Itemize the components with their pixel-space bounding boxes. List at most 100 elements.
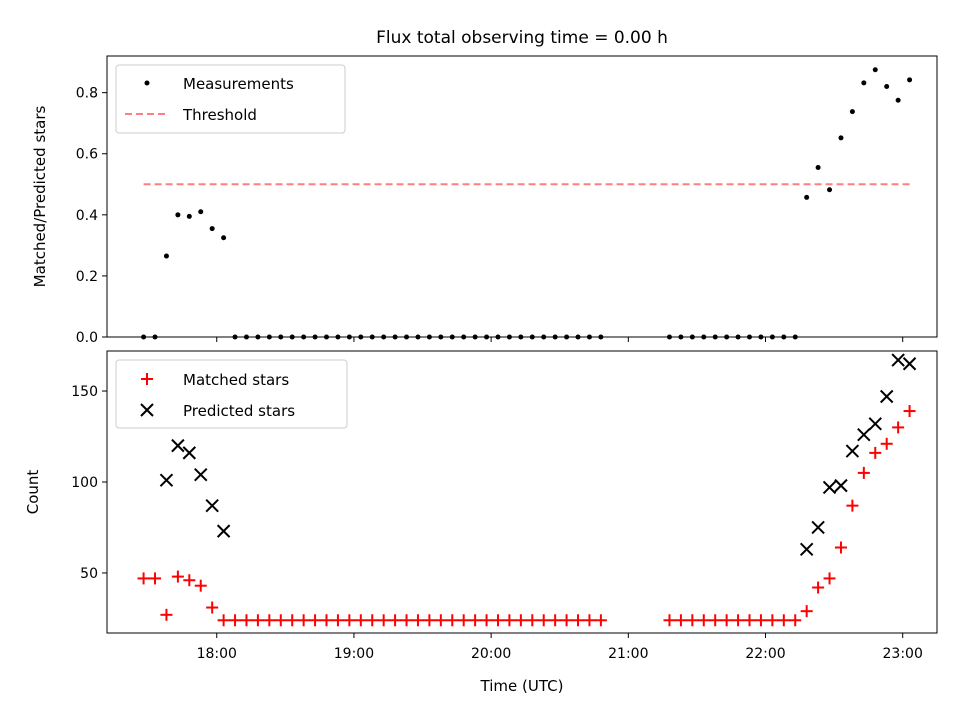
legend-matched-label: Matched stars: [183, 371, 289, 389]
matched-stars-point: [789, 614, 802, 627]
predicted-stars-point: [194, 468, 208, 482]
bottom-x-tick-label: 22:00: [745, 646, 785, 662]
matched-stars-point: [263, 614, 276, 627]
top-y-axis: 0.0 0.2 0.4 0.6 0.8: [76, 86, 107, 346]
bottom-legend-box: [115, 359, 348, 429]
bottom-plot-frame: [106, 350, 938, 634]
measurements-point: [209, 226, 215, 232]
matched-stars-point: [206, 601, 219, 614]
bottom-plot-data: [137, 353, 917, 627]
matched-stars-point: [812, 581, 825, 594]
predicted-stars-point: [822, 480, 837, 495]
measurements-point: [175, 212, 181, 218]
predicted-stars-point: [799, 542, 814, 557]
matched-stars-point: [457, 614, 470, 627]
predicted-stars-point-b: [857, 427, 871, 442]
matched-stars-point: [674, 614, 687, 627]
legend-matched-marker: [141, 373, 153, 385]
predicted-stars-point-b: [159, 473, 174, 487]
predicted-stars-point: [868, 417, 882, 431]
top-y-tick-label: 0.6: [76, 147, 98, 163]
top-legend-box: [115, 64, 346, 134]
matched-stars-point: [297, 614, 310, 627]
top-legend: Measurements Threshold: [115, 64, 346, 134]
predicted-stars-point: [171, 438, 185, 453]
predicted-stars-point: [902, 357, 917, 371]
matched-stars-point: [423, 614, 436, 627]
measurements-point: [804, 194, 810, 200]
top-plot-data: [141, 67, 913, 340]
matched-stars-point: [560, 614, 573, 627]
bottom-x-tick-label: 23:00: [883, 646, 923, 662]
matched-stars-point: [366, 614, 379, 627]
matched-stars-point: [183, 574, 196, 587]
bottom-x-axis: 18:00 19:00 20:00 21:00 22:00 23:00: [197, 633, 923, 662]
legend-predicted-marker: [140, 403, 154, 417]
bottom-y-tick-label: 100: [71, 475, 98, 491]
legend-measurements-label: Measurements: [183, 75, 294, 93]
measurements-point: [221, 235, 227, 241]
matched-stars-point: [572, 614, 585, 627]
matched-stars-point: [331, 614, 344, 627]
matched-stars-point: [217, 614, 230, 627]
legend-threshold-label: Threshold: [182, 106, 257, 124]
matched-stars-point: [229, 614, 242, 627]
matched-stars-point: [240, 614, 253, 627]
top-x-axis: [216, 337, 904, 342]
measurements-point: [838, 135, 844, 141]
matched-stars-point: [697, 614, 710, 627]
matched-stars-point: [411, 614, 424, 627]
top-plot-frame: [106, 55, 938, 338]
predicted-stars-point-b: [171, 438, 185, 453]
measurements-point: [884, 84, 890, 90]
predicted-stars-point-b: [891, 353, 905, 367]
predicted-stars-point-b: [811, 520, 825, 535]
matched-stars-point: [503, 614, 516, 627]
matched-stars-point: [469, 614, 482, 627]
predicted-stars-point: [834, 478, 848, 493]
matched-stars-point: [354, 614, 367, 627]
measurements-point: [815, 164, 821, 170]
bottom-y-axis: 50 100 150: [71, 384, 107, 582]
matched-stars-point: [343, 614, 356, 627]
matched-stars-point: [171, 570, 184, 583]
matched-stars-point: [149, 572, 162, 585]
matched-stars-point: [251, 614, 264, 627]
matched-stars-point: [537, 614, 550, 627]
predicted-stars-point: [845, 444, 860, 458]
matched-stars-point: [480, 614, 493, 627]
bottom-y-axis-label: Count: [24, 470, 42, 515]
measurements-point: [849, 109, 855, 115]
measurements-point: [907, 77, 913, 83]
bottom-x-tick-label: 20:00: [471, 646, 511, 662]
bottom-x-tick-label: 18:00: [197, 646, 237, 662]
matched-stars-point: [754, 614, 767, 627]
predicted-stars-point-b: [822, 480, 837, 495]
top-y-tick-label: 0.4: [76, 208, 98, 224]
legend-measurements-marker: [144, 80, 150, 86]
matched-stars-point: [400, 614, 413, 627]
matched-stars-point: [892, 421, 905, 434]
matched-stars-point: [709, 614, 722, 627]
bottom-x-tick-label: 21:00: [608, 646, 648, 662]
matched-stars-point: [286, 614, 299, 627]
predicted-stars-point: [216, 524, 231, 538]
measurements-point: [186, 213, 192, 219]
matched-stars-point: [514, 614, 527, 627]
predicted-stars-point-b: [216, 524, 231, 538]
matched-stars-point: [903, 405, 916, 418]
top-y-tick-label: 0.0: [76, 330, 98, 346]
matched-stars-point: [857, 466, 870, 479]
top-plot: 0.00.20.40.60.8 Matched/Predicted stars …: [31, 55, 938, 346]
legend-predicted-label: Predicted stars: [183, 402, 295, 420]
matched-stars-point: [834, 541, 847, 554]
bottom-x-axis-label: Time (UTC): [480, 677, 564, 695]
measurements-point: [827, 187, 833, 193]
bottom-y-tick-label: 150: [71, 384, 98, 400]
predicted-stars-point-b: [845, 444, 860, 458]
matched-stars-point: [446, 614, 459, 627]
matched-stars-point: [434, 614, 447, 627]
bottom-legend: Matched stars Predicted stars: [115, 359, 348, 429]
